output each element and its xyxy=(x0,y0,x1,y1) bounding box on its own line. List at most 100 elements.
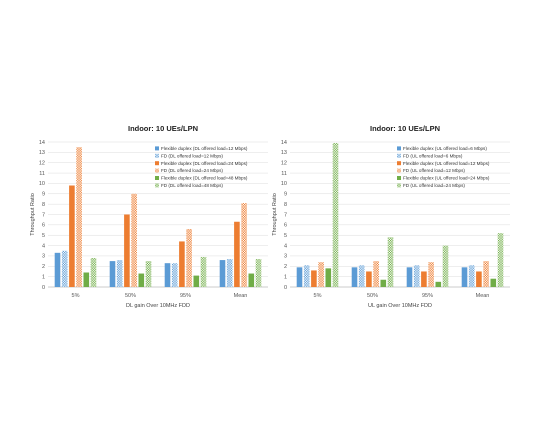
legend-swatch xyxy=(155,168,159,173)
y-tick-label: 3 xyxy=(42,254,45,260)
y-tick-label: 13 xyxy=(39,150,45,156)
bar xyxy=(468,265,475,287)
bar xyxy=(435,281,442,287)
bar xyxy=(193,275,200,287)
legend-label: FD (DL offered load=48 Mbps) xyxy=(161,183,223,188)
legend-swatch xyxy=(397,153,401,158)
bar xyxy=(54,252,61,287)
y-tick-label: 3 xyxy=(284,254,287,260)
legend-label: Flexible duplex (UL offered load=24 Mbps… xyxy=(403,176,490,181)
bar xyxy=(358,265,365,287)
y-tick-label: 7 xyxy=(42,212,45,218)
y-tick-label: 12 xyxy=(39,161,45,167)
y-tick-label: 2 xyxy=(284,264,287,270)
y-tick-label: 9 xyxy=(42,192,45,198)
y-tick-label: 4 xyxy=(42,243,45,249)
bar xyxy=(497,233,504,287)
chart-dl-gain: Indoor: 10 UEs/LPN 0 1 2 3 4 5 6 7 8 9 10 11 12 13 14 Th… xyxy=(28,120,278,315)
legend-swatch xyxy=(155,161,159,166)
chart-title: Indoor: 10 UEs/LPN xyxy=(128,124,198,133)
bar xyxy=(303,265,310,287)
bar xyxy=(248,273,255,287)
bar xyxy=(255,259,262,287)
bar xyxy=(145,261,152,287)
bar xyxy=(387,237,394,287)
y-tick-label: 5 xyxy=(42,233,45,239)
chart-ul-gain-svg: Indoor: 10 UEs/LPN01234567891011121314Th… xyxy=(272,124,510,309)
bar xyxy=(76,147,82,287)
y-tick-label: 6 xyxy=(42,223,45,229)
bar xyxy=(83,272,90,287)
bar xyxy=(124,214,130,287)
bar xyxy=(219,260,226,287)
y-tick-label: 4 xyxy=(284,243,287,249)
legend-swatch xyxy=(155,153,159,158)
legend-label: FD (DL offered load=12 Mbps) xyxy=(161,153,223,158)
legend-swatch xyxy=(397,176,401,180)
bar xyxy=(164,263,171,287)
x-tick-label: 50% xyxy=(367,293,378,299)
x-axis-label: UL gain Over 10MHz FDD xyxy=(368,303,432,309)
bar xyxy=(90,258,97,287)
y-tick-label: 2 xyxy=(42,264,45,270)
y-tick-label: 10 xyxy=(39,181,45,187)
legend-swatch xyxy=(397,183,401,188)
y-tick-label: 14 xyxy=(39,140,45,146)
bar xyxy=(476,271,482,287)
legend-label: Flexible duplex (UL offered load=12 Mbps… xyxy=(403,161,490,166)
bar xyxy=(186,229,192,287)
bar xyxy=(318,262,324,287)
y-tick-label: 11 xyxy=(281,171,287,177)
bar xyxy=(138,273,145,287)
chart-title: Indoor: 10 UEs/LPN xyxy=(370,124,440,133)
bar xyxy=(116,260,123,287)
legend-swatch xyxy=(397,161,401,166)
legend-label: Flexible duplex (UL offered load=6 Mbps) xyxy=(403,146,487,151)
bar xyxy=(69,185,75,287)
bar xyxy=(109,261,116,287)
bar xyxy=(325,268,332,287)
bar xyxy=(373,261,379,287)
y-axis-label: Throughput Ratio xyxy=(30,193,36,236)
y-tick-label: 9 xyxy=(284,192,287,198)
legend-swatch xyxy=(155,183,159,188)
bar xyxy=(366,271,372,287)
y-tick-label: 7 xyxy=(284,212,287,218)
bar xyxy=(131,193,137,287)
bar xyxy=(234,221,240,287)
x-tick-label: Mean xyxy=(476,293,490,299)
chart-dl-gain-svg: Indoor: 10 UEs/LPN01234567891011121314Th… xyxy=(30,124,268,309)
y-tick-label: 5 xyxy=(284,233,287,239)
y-tick-label: 8 xyxy=(42,202,45,208)
legend-swatch xyxy=(397,168,401,173)
bar xyxy=(311,270,317,287)
bar xyxy=(296,267,303,287)
x-tick-label: 5% xyxy=(72,293,80,299)
bar xyxy=(171,263,178,287)
y-tick-label: 14 xyxy=(281,140,287,146)
y-tick-label: 12 xyxy=(281,161,287,167)
bar xyxy=(179,241,185,287)
x-tick-label: Mean xyxy=(234,293,248,299)
legend-label: FD (UL offered load=24 Mbps) xyxy=(403,183,465,188)
chart-ul-gain: Indoor: 10 UEs/LPN 0 1 2 3 4 5 6 7 8 9 10 11 12 13 14 Th… xyxy=(270,120,520,315)
bar xyxy=(490,278,497,287)
legend-swatch xyxy=(155,146,159,151)
bar xyxy=(406,267,413,287)
bar xyxy=(428,262,434,287)
x-tick-label: 95% xyxy=(180,293,191,299)
x-tick-label: 50% xyxy=(125,293,136,299)
x-axis-label: DL gain Over 10MHz FDD xyxy=(126,303,190,309)
x-tick-label: 95% xyxy=(422,293,433,299)
legend-label: FD (DL offered load=24 Mbps) xyxy=(161,168,223,173)
y-tick-label: 8 xyxy=(284,202,287,208)
bar xyxy=(332,143,339,287)
bar xyxy=(351,267,358,287)
legend-label: Flexible duplex (DL offered load=48 Mbps… xyxy=(161,176,248,181)
y-tick-label: 6 xyxy=(284,223,287,229)
y-tick-label: 0 xyxy=(284,285,287,291)
legend-label: FD (UL offered load=6 Mbps) xyxy=(403,153,463,158)
legend-label: Flexible duplex (DL offered load=24 Mbps… xyxy=(161,161,248,166)
y-axis-label: Throughput Ratio xyxy=(272,193,278,236)
bar xyxy=(61,250,68,287)
